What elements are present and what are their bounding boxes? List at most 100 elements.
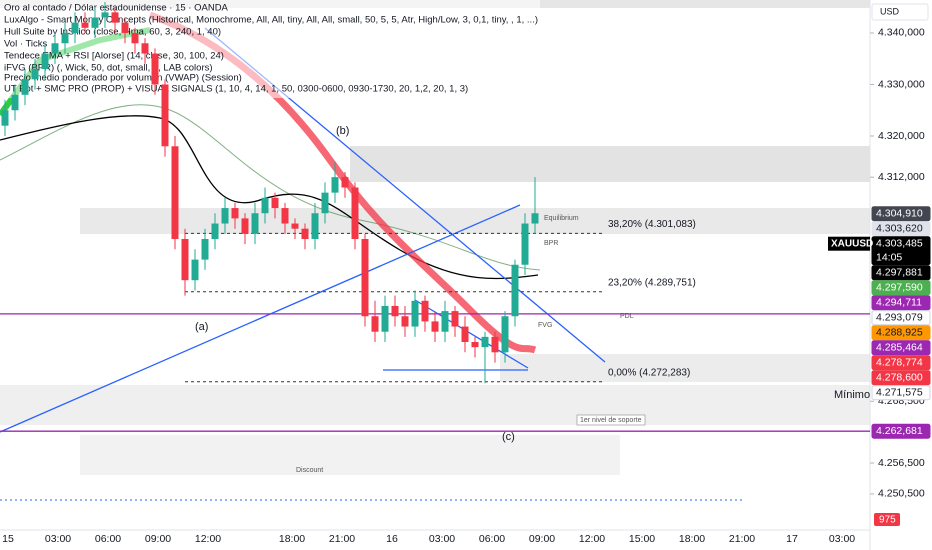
candle-body [441, 311, 449, 332]
x-tick-label: 03:00 [429, 533, 455, 545]
price-tag [871, 295, 931, 311]
y-tick-label: 4.320,000 [878, 130, 925, 142]
chart-title: Oro al contado / Dólar estadounidense · … [4, 3, 229, 14]
candle-body [251, 213, 259, 234]
pdl-label: PDL [620, 313, 634, 320]
price-tag [871, 325, 931, 341]
y-tick-label: 4.250,500 [878, 488, 925, 500]
candle-body [161, 84, 169, 147]
indicator: Vol · Ticks [4, 39, 48, 50]
zone-label: Discount [296, 467, 323, 474]
legend-bg [0, 0, 540, 98]
indicator: LuxAlgo - Smart Money Concepts (Historic… [4, 15, 538, 26]
minimum-label: Mínimo [834, 389, 870, 401]
price-tag-label: 4.285,464 [876, 341, 923, 353]
vwap-line [0, 115, 539, 280]
y-tick-label: 4.312,000 [878, 171, 925, 183]
ema-line [0, 104, 541, 271]
fib-label: 23,20% (4.289,751) [608, 277, 696, 288]
symbol-tag [828, 236, 870, 251]
candle-body [331, 177, 339, 193]
indicator: iFVG (BPR) (, Wick, 50, dot, small, 2, L… [4, 63, 213, 74]
candle-body [451, 311, 459, 327]
candle-body [351, 187, 359, 239]
candle-body [501, 316, 509, 353]
candle-body [311, 213, 319, 239]
candle-body [11, 94, 19, 111]
price-tag [871, 236, 931, 266]
candle-body [71, 22, 79, 33]
candle-body [121, 22, 129, 33]
candle-body [381, 305, 389, 332]
candle-body [371, 316, 379, 332]
zone [0, 385, 870, 425]
candle-body [531, 213, 539, 224]
wave-label: (a) [195, 321, 208, 333]
candle-body [201, 238, 209, 260]
price-tag-label: 4.297,590 [876, 281, 923, 293]
x-tick-label: 06:00 [479, 533, 505, 545]
candle-body [31, 69, 39, 80]
price-tag [871, 423, 931, 439]
candle-body [281, 208, 289, 224]
candle-body [361, 238, 369, 317]
candle-body [61, 32, 69, 44]
support-label: 1er nivel de soporte [580, 417, 642, 424]
candle-body [241, 218, 249, 234]
zone-label: BPR [544, 240, 558, 247]
candle-body [191, 259, 199, 281]
candle-body [21, 79, 29, 95]
candle-body [411, 300, 419, 327]
zone [500, 354, 870, 382]
volume-tag-label: 975 [879, 515, 896, 526]
price-tag [871, 370, 931, 386]
price-tag-label: 4.303,485 [876, 237, 923, 249]
price-tag-label: 4.288,925 [876, 326, 923, 338]
candle-body [111, 12, 119, 23]
price-tag [871, 355, 931, 371]
candle-body [481, 336, 489, 348]
symbol-label: XAUUSD [831, 238, 873, 249]
trendline [0, 204, 521, 433]
candle-body [1, 110, 9, 126]
price-tag-label: 4.303,620 [876, 222, 923, 234]
x-tick-label: 21:00 [729, 533, 755, 545]
price-tag-label: 4.293,079 [876, 311, 923, 323]
candle-body [271, 197, 279, 209]
currency[interactable]: USD [880, 6, 900, 16]
x-tick-label: 03:00 [829, 533, 855, 545]
candle-body [151, 53, 159, 85]
candle-body [321, 192, 329, 214]
candle-body [471, 342, 479, 348]
price-tag-label: 4.294,711 [876, 296, 922, 308]
wave-label: (c) [502, 431, 515, 443]
indicator: Tendece EMA + RSI [Alorse] (14, close, 3… [4, 51, 224, 62]
x-tick-label: 12:00 [195, 533, 221, 545]
price-tag [871, 340, 931, 356]
candle-body [431, 321, 439, 332]
countdown: 14:05 [876, 251, 902, 263]
currency-box[interactable] [871, 3, 929, 21]
x-tick-label: 09:00 [529, 533, 555, 545]
price-tag [871, 385, 931, 401]
zone-label: Equilibrium [544, 215, 579, 222]
candle-body [91, 17, 99, 28]
indicator: Hull Suite by InSilico (close, Hma, 60, … [4, 27, 221, 38]
zone-label: FVG [538, 322, 552, 329]
zone [80, 208, 870, 234]
x-tick-label: 15:00 [629, 533, 655, 545]
candle-body [421, 300, 429, 322]
price-tag [871, 265, 931, 281]
x-tick-label: 06:00 [95, 533, 121, 545]
candle-body [101, 12, 109, 18]
price-tag [871, 206, 931, 222]
candle-body [391, 305, 399, 317]
price-tag-label: 4.271,575 [876, 386, 923, 398]
y-tick-label: 4.256,500 [878, 457, 925, 469]
candle-body [211, 223, 219, 239]
candle-body [231, 208, 239, 219]
candle-body [171, 146, 179, 239]
y-tick-label: 4.330,000 [878, 78, 925, 90]
candle-body [181, 238, 189, 281]
